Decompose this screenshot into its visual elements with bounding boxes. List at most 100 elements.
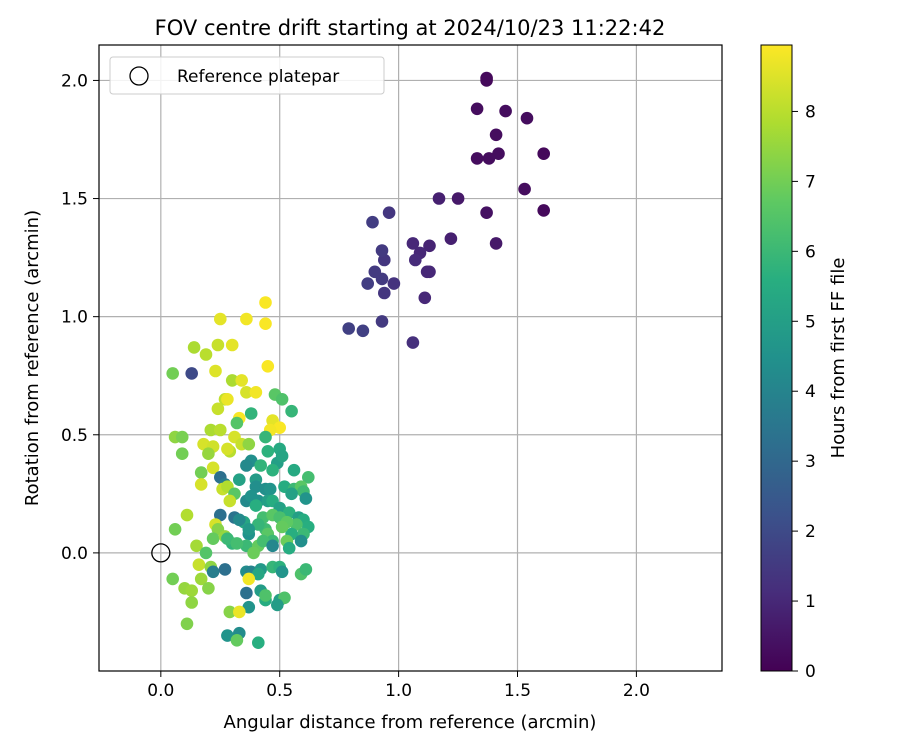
scatter-point [470, 152, 484, 165]
scatter-point [223, 494, 237, 508]
scatter-point [230, 416, 244, 430]
scatter-point [204, 423, 218, 437]
scatter-point [375, 272, 389, 286]
scatter-point [242, 437, 256, 451]
y-tick-label: 0.0 [61, 544, 88, 564]
scatter-point [240, 586, 253, 600]
scatter-point [240, 386, 253, 399]
y-tick-label: 1.5 [61, 190, 88, 210]
scatter-point [492, 147, 505, 160]
colorbar-tick-label: 5 [805, 312, 816, 332]
scatter-point [221, 532, 234, 545]
scatter-point [214, 423, 227, 437]
scatter-point [206, 565, 220, 579]
scatter-point [299, 492, 313, 505]
scatter-point [275, 393, 289, 406]
scatter-points [166, 71, 550, 649]
colorbar-tick-label: 7 [805, 172, 816, 192]
scatter-point [221, 629, 234, 642]
scatter-point [378, 253, 391, 267]
scatter-point [225, 374, 239, 387]
scatter-point [423, 265, 436, 279]
scatter-point [251, 636, 265, 649]
x-tick-label: 1.5 [504, 681, 531, 701]
y-tick-label: 1.0 [61, 308, 88, 328]
scatter-point [287, 463, 301, 477]
scatter-point [423, 239, 436, 253]
scatter-point [499, 104, 512, 118]
scatter-point [249, 480, 263, 494]
x-tick-label: 2.0 [623, 681, 650, 701]
scatter-point [451, 192, 465, 205]
legend: Reference platepar [109, 56, 385, 95]
scatter-point [259, 589, 272, 602]
scatter-point [175, 430, 189, 444]
scatter-point [432, 192, 446, 205]
colorbar-label: Hours from first FF file [828, 258, 849, 459]
scatter-point [211, 338, 225, 352]
scatter-point [180, 617, 194, 631]
x-tick-label: 0.5 [266, 681, 293, 701]
chart-title: FOV centre drift starting at 2024/10/23 … [155, 16, 666, 40]
legend-label-reference: Reference platepar [177, 67, 339, 87]
plot-frame [98, 44, 723, 672]
scatter-point [199, 546, 213, 560]
scatter-point [302, 471, 315, 484]
y-tick-label: 0.5 [61, 426, 88, 446]
colorbar-tick-label: 4 [805, 382, 816, 402]
scatter-point [520, 111, 534, 125]
scatter-point [194, 478, 208, 491]
scatter-point [230, 634, 244, 647]
scatter-point [480, 74, 493, 87]
scatter-point [223, 605, 237, 619]
scatter-point [375, 315, 389, 328]
scatter-point [233, 513, 246, 527]
scatter-point [342, 322, 356, 335]
scatter-point [406, 336, 420, 349]
legend-box [109, 56, 385, 95]
scatter-point [285, 487, 298, 501]
scatter-point [202, 582, 215, 595]
scatter-point [197, 437, 210, 451]
scatter-point [185, 367, 198, 380]
scatter-point [259, 296, 272, 309]
scatter-point [221, 442, 234, 456]
scatter-point [221, 393, 234, 406]
scatter-point [266, 539, 279, 553]
scatter-point [271, 598, 284, 612]
scatter-point [242, 523, 256, 536]
scatter-point [244, 407, 258, 420]
scatter-point [285, 404, 298, 418]
scatter-point [214, 312, 227, 326]
scatter-point [282, 506, 296, 519]
scatter-point [242, 600, 256, 614]
scatter-point [180, 508, 194, 522]
scatter-point [382, 206, 396, 219]
legend-marker-reference [129, 66, 149, 86]
scatter-point [275, 520, 289, 534]
scatter-point [249, 499, 263, 512]
scatter-point [406, 237, 420, 250]
scatter-point [206, 461, 220, 475]
scatter-point [259, 317, 272, 331]
y-tick-label: 2.0 [61, 71, 88, 91]
scatter-point [190, 539, 203, 553]
scatter-point [192, 558, 206, 571]
colorbar-ticks: 0 1 2 3 4 5 6 7 8 [792, 102, 816, 682]
scatter-point [194, 466, 208, 479]
scatter-point [194, 572, 208, 586]
reference-marker [151, 543, 171, 563]
scatter-point [254, 459, 267, 472]
scatter-point [166, 572, 179, 586]
scatter-point [242, 572, 256, 586]
scatter-point [251, 518, 265, 531]
scatter-point [209, 364, 222, 378]
scatter-point [482, 152, 496, 165]
scatter-point [251, 567, 265, 581]
scatter-point [166, 367, 179, 380]
scatter-point [211, 402, 225, 416]
scatter-point [235, 374, 248, 387]
colorbar-tick-label: 6 [805, 242, 816, 262]
scatter-point [247, 546, 260, 560]
